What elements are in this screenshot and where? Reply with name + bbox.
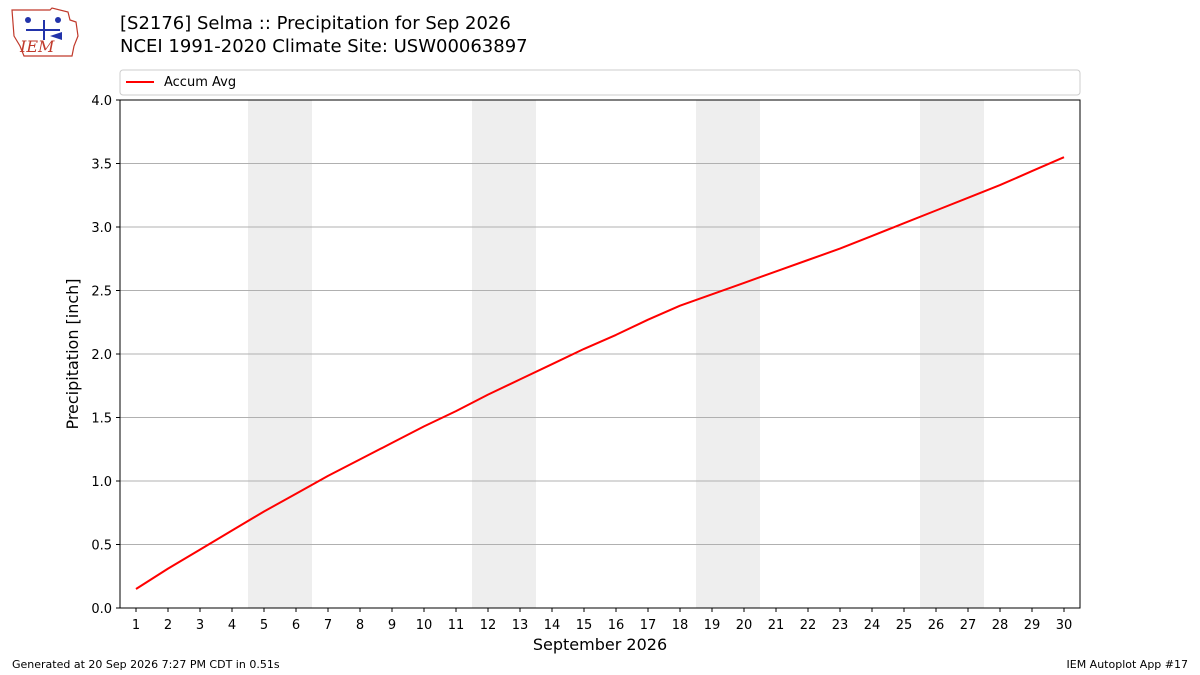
x-tick-label: 28 [992, 618, 1009, 633]
y-axis-ticks: 0.0 0.5 1.0 1.5 2.0 2.5 3.0 3.5 4.0 [91, 94, 120, 617]
x-tick-label: 20 [736, 618, 753, 633]
x-tick-label: 29 [1024, 618, 1041, 633]
x-tick-label: 5 [260, 618, 268, 633]
title-line-2: NCEI 1991-2020 Climate Site: USW00063897 [120, 36, 528, 57]
series-lines [135, 156, 1065, 590]
x-tick-label: 24 [864, 618, 881, 633]
x-tick-label: 16 [608, 618, 625, 633]
x-tick-label: 18 [672, 618, 689, 633]
series-line [135, 156, 1065, 590]
y-axis-label: Precipitation [inch] [63, 278, 82, 429]
x-tick-label: 7 [324, 618, 332, 633]
x-axis-ticks: 1 2 3 4 5 6 7 8 9 10 11 12 13 14 15 16 17 18 19 20 21 22 23 24 2… [132, 608, 1072, 633]
x-tick-label: 14 [544, 618, 561, 633]
generated-timestamp: Generated at 20 Sep 2026 7:27 PM CDT in … [12, 658, 280, 671]
x-tick-label: 2 [164, 618, 172, 633]
x-tick-label: 4 [228, 618, 236, 633]
logo-text: IEM [19, 37, 55, 56]
x-tick-label: 15 [576, 618, 593, 633]
x-tick-label: 22 [800, 618, 817, 633]
y-tick-label: 2.5 [91, 285, 112, 300]
x-tick-label: 30 [1056, 618, 1073, 633]
title-line-1: [S2176] Selma :: Precipitation for Sep 2… [120, 13, 511, 34]
legend-box [119, 69, 1081, 96]
y-tick-label: 0.0 [91, 602, 112, 617]
x-tick-label: 21 [768, 618, 785, 633]
x-tick-label: 17 [640, 618, 657, 633]
iem-logo-icon: IEM [11, 7, 79, 57]
x-axis-label: September 2026 [533, 635, 667, 654]
x-tick-label: 12 [480, 618, 497, 633]
y-tick-label: 3.5 [91, 158, 112, 173]
app-label: IEM Autoplot App #17 [1066, 658, 1189, 671]
legend-label: Accum Avg [164, 75, 236, 90]
x-tick-label: 13 [512, 618, 529, 633]
x-tick-label: 8 [356, 618, 364, 633]
x-tick-label: 9 [388, 618, 396, 633]
x-tick-label: 6 [292, 618, 300, 633]
y-tick-label: 1.5 [91, 412, 112, 427]
x-tick-label: 11 [448, 618, 465, 633]
x-tick-label: 26 [928, 618, 945, 633]
y-tick-label: 2.0 [91, 348, 112, 363]
x-tick-label: 23 [832, 618, 849, 633]
x-tick-label: 1 [132, 618, 140, 633]
y-tick-label: 3.0 [91, 221, 112, 236]
y-tick-label: 0.5 [91, 539, 112, 554]
x-tick-label: 10 [416, 618, 433, 633]
y-tick-label: 4.0 [91, 94, 112, 109]
x-tick-label: 19 [704, 618, 721, 633]
x-tick-label: 25 [896, 618, 913, 633]
x-tick-label: 27 [960, 618, 977, 633]
y-tick-label: 1.0 [91, 475, 112, 490]
x-tick-label: 3 [196, 618, 204, 633]
legend: Accum Avg [119, 69, 1081, 96]
chart-title: [S2176] Selma :: Precipitation for Sep 2… [120, 12, 528, 58]
